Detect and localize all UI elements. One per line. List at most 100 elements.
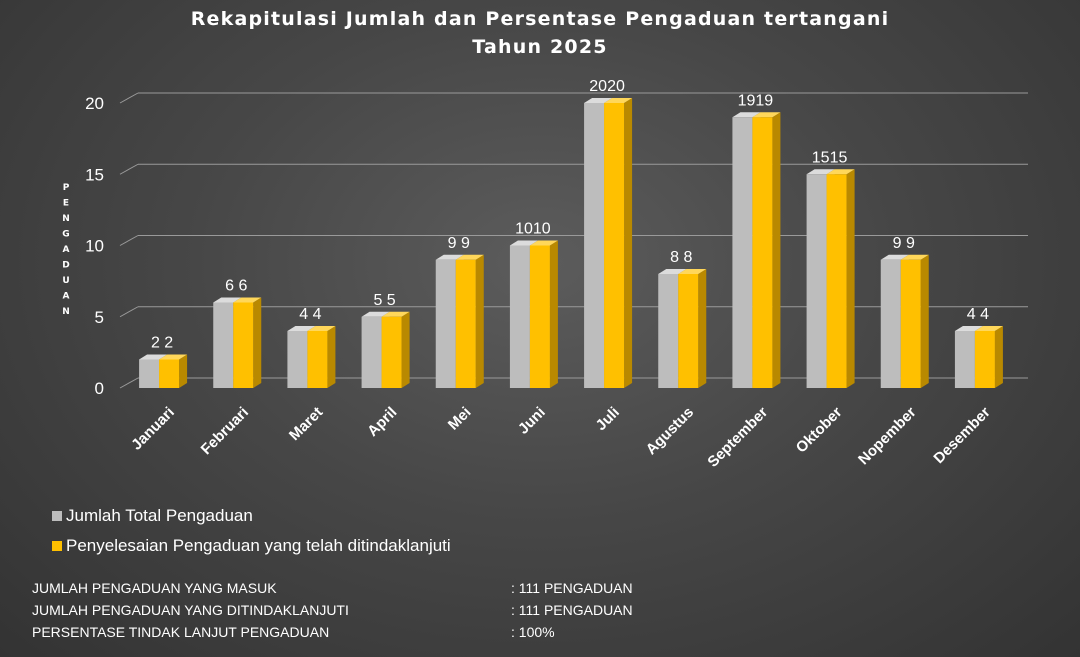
x-tick-label-februari: Februari	[198, 404, 252, 458]
gridline-diag-0	[119, 377, 139, 389]
x-tick-label-juli: Juli	[593, 404, 623, 434]
data-label-oktober: 1515	[812, 149, 848, 166]
y-tick-label: 0	[95, 379, 104, 398]
x-tick-label-nopember: Nopember	[855, 404, 920, 469]
y-axis-label-letter: G	[62, 230, 69, 240]
bar-resolved-september	[752, 117, 773, 388]
bar-top-mei	[435, 254, 464, 260]
legend-label: Jumlah Total Pengaduan	[66, 506, 253, 525]
bar-total-agustus	[658, 274, 679, 388]
bar-total-april	[361, 316, 382, 388]
y-axis-label-letter: A	[63, 245, 70, 255]
gridline-diag-15	[119, 163, 139, 175]
bar-side-februari	[253, 297, 262, 388]
bar-top-september	[732, 112, 761, 118]
x-tick-label-agustus: Agustus	[643, 404, 697, 458]
bar-top-agustus	[678, 269, 707, 274]
x-tick-label-maret: Maret	[286, 404, 326, 444]
y-tick-label: 10	[85, 237, 104, 256]
y-axis-label-letter: E	[63, 199, 69, 209]
bar-total-september	[732, 117, 753, 388]
bar-top-nopember	[880, 254, 909, 260]
legend-item-total: Jumlah Total Pengaduan	[52, 506, 253, 526]
summary-label: JUMLAH PENGADUAN YANG MASUK	[32, 580, 277, 596]
bar-resolved-juli	[604, 103, 625, 388]
bar-top-juli	[584, 98, 613, 103]
bar-top-februari	[233, 297, 262, 303]
gridline-diag-10	[119, 235, 139, 246]
y-tick-label: 5	[95, 308, 104, 327]
x-axis-ticks: Januari Februari Maret April Mei Juni Juli Agus…	[128, 404, 994, 471]
data-label-juli: 2020	[589, 78, 625, 95]
bar-side-agustus	[698, 269, 707, 388]
gridline-diag-5	[119, 306, 139, 318]
data-label-februari: 6 6	[225, 278, 247, 295]
bar-total-januari	[139, 359, 160, 388]
bar-total-oktober	[806, 174, 827, 388]
data-label-agustus: 8 8	[670, 249, 692, 266]
y-axis-label-letter: U	[62, 276, 69, 286]
legend-swatch-gray	[52, 511, 62, 521]
summary-value: : 111 PENGADUAN	[511, 602, 633, 618]
x-tick-label-januari: Januari	[128, 404, 178, 454]
bar-total-nopember	[880, 259, 901, 388]
gridline-diag-20	[119, 92, 139, 104]
y-axis-label-letter: N	[62, 214, 70, 224]
summary-value: : 111 PENGADUAN	[511, 580, 633, 596]
legend-item-resolved: Penyelesaian Pengaduan yang telah ditind…	[52, 536, 451, 556]
y-axis-label-letter: N	[62, 307, 70, 317]
bar-top-april	[361, 311, 390, 317]
bar-top-april	[381, 311, 410, 317]
legend-label: Penyelesaian Pengaduan yang telah ditind…	[66, 536, 451, 555]
bar-top-februari	[213, 297, 242, 303]
bar-side-september	[772, 112, 781, 388]
legend-swatch-gold	[52, 541, 62, 551]
bar-side-oktober	[846, 169, 855, 388]
bar-top-januari	[159, 354, 188, 360]
bar-top-desember	[954, 326, 983, 331]
y-axis-label-letter: A	[63, 292, 70, 302]
y-axis-label-letter: D	[62, 261, 69, 271]
bar-resolved-oktober	[826, 174, 847, 388]
bar-top-agustus	[658, 269, 687, 274]
bar-top-maret	[307, 326, 336, 331]
data-label-april: 5 5	[373, 292, 395, 309]
y-axis-label-letter: P	[63, 183, 70, 193]
data-label-maret: 4 4	[299, 306, 321, 323]
bar-top-desember	[974, 326, 1003, 331]
bar-top-januari	[139, 354, 168, 360]
bar-side-desember	[994, 326, 1003, 388]
bar-total-februari	[213, 302, 234, 388]
chart-subtitle: Tahun 2025	[472, 36, 608, 58]
bar-total-desember	[954, 331, 975, 388]
bar-top-nopember	[900, 254, 929, 260]
x-tick-label-juni: Juni	[515, 404, 549, 438]
bar-top-oktober	[826, 169, 855, 175]
summary-label: PERSENTASE TINDAK LANJUT PENGADUAN	[32, 624, 330, 640]
x-tick-label-desember: Desember	[930, 404, 993, 467]
bar-total-maret	[287, 331, 308, 388]
data-labels: 2 2 6 6 4 4 5 5 9 9 1010 2020 8 8 1919 1515 9 9 4 4	[151, 78, 989, 352]
bar-total-juli	[584, 103, 605, 388]
bar-side-juni	[549, 240, 558, 388]
bar-resolved-desember	[974, 331, 995, 388]
data-label-nopember: 9 9	[893, 235, 915, 252]
bar-total-juni	[509, 245, 530, 388]
bar-side-nopember	[920, 254, 929, 388]
bar-top-september	[752, 112, 781, 118]
x-tick-label-oktober: Oktober	[793, 404, 846, 457]
bar-resolved-mei	[455, 259, 476, 388]
data-label-januari: 2 2	[151, 335, 173, 352]
data-label-desember: 4 4	[967, 306, 989, 323]
bar-resolved-april	[381, 316, 402, 388]
data-label-juni: 1010	[515, 221, 551, 238]
bar-resolved-juni	[529, 245, 550, 388]
bar-side-januari	[179, 354, 188, 388]
bar-side-april	[401, 311, 410, 388]
y-tick-label: 15	[85, 165, 104, 184]
bar-resolved-januari	[159, 359, 180, 388]
y-tick-label: 20	[85, 94, 104, 113]
data-label-september: 1919	[738, 92, 774, 109]
bar-top-juni	[509, 240, 538, 246]
